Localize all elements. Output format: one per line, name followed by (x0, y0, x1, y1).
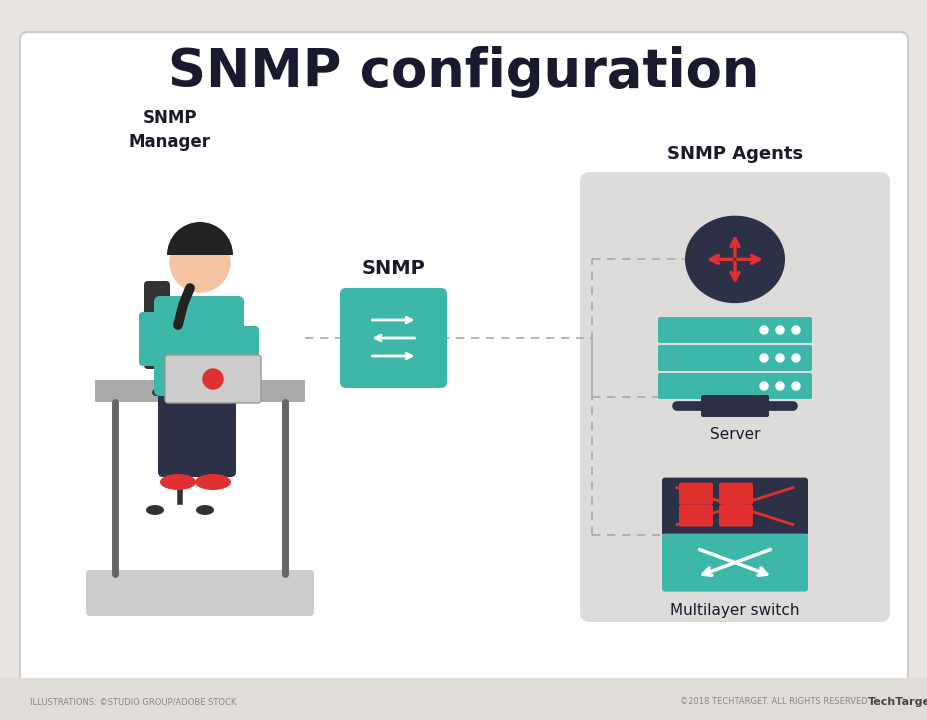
Text: ILLUSTRATIONS: ©STUDIO GROUP/ADOBE STOCK: ILLUSTRATIONS: ©STUDIO GROUP/ADOBE STOCK (30, 698, 236, 706)
FancyBboxPatch shape (718, 505, 752, 526)
Text: SNMP: SNMP (362, 258, 425, 277)
Circle shape (775, 354, 783, 362)
Circle shape (775, 326, 783, 334)
FancyBboxPatch shape (229, 326, 259, 374)
FancyBboxPatch shape (139, 312, 171, 366)
FancyBboxPatch shape (165, 355, 260, 403)
Text: Multilayer switch: Multilayer switch (669, 603, 799, 618)
Ellipse shape (159, 474, 196, 490)
Ellipse shape (684, 216, 784, 303)
Text: ©2018 TECHTARGET. ALL RIGHTS RESERVED: ©2018 TECHTARGET. ALL RIGHTS RESERVED (679, 698, 867, 706)
Wedge shape (167, 222, 233, 255)
FancyBboxPatch shape (657, 317, 811, 343)
Circle shape (775, 382, 783, 390)
FancyBboxPatch shape (86, 570, 313, 616)
FancyBboxPatch shape (657, 345, 811, 371)
Ellipse shape (196, 505, 214, 515)
FancyBboxPatch shape (20, 32, 907, 688)
FancyBboxPatch shape (679, 505, 712, 526)
FancyBboxPatch shape (158, 385, 235, 477)
FancyBboxPatch shape (661, 477, 807, 536)
FancyBboxPatch shape (661, 534, 807, 592)
Ellipse shape (195, 474, 231, 490)
FancyBboxPatch shape (144, 281, 170, 369)
FancyBboxPatch shape (718, 482, 752, 505)
Circle shape (170, 232, 230, 292)
Text: Router: Router (709, 318, 759, 333)
FancyBboxPatch shape (657, 373, 811, 399)
FancyBboxPatch shape (700, 395, 768, 417)
Circle shape (203, 369, 222, 389)
Text: SNMP
Manager: SNMP Manager (129, 109, 210, 150)
FancyBboxPatch shape (95, 380, 305, 402)
FancyBboxPatch shape (339, 288, 447, 388)
Circle shape (791, 354, 799, 362)
FancyBboxPatch shape (154, 296, 244, 396)
Text: Server: Server (709, 427, 759, 442)
Circle shape (759, 354, 768, 362)
Bar (0, 678, 927, 720)
Circle shape (791, 326, 799, 334)
FancyBboxPatch shape (679, 482, 712, 505)
Text: TechTarget: TechTarget (867, 697, 927, 707)
Circle shape (759, 326, 768, 334)
Circle shape (759, 382, 768, 390)
Text: SNMP Agents: SNMP Agents (667, 145, 802, 163)
Ellipse shape (146, 505, 164, 515)
Text: SNMP configuration: SNMP configuration (168, 46, 759, 98)
FancyBboxPatch shape (579, 172, 889, 622)
Circle shape (791, 382, 799, 390)
